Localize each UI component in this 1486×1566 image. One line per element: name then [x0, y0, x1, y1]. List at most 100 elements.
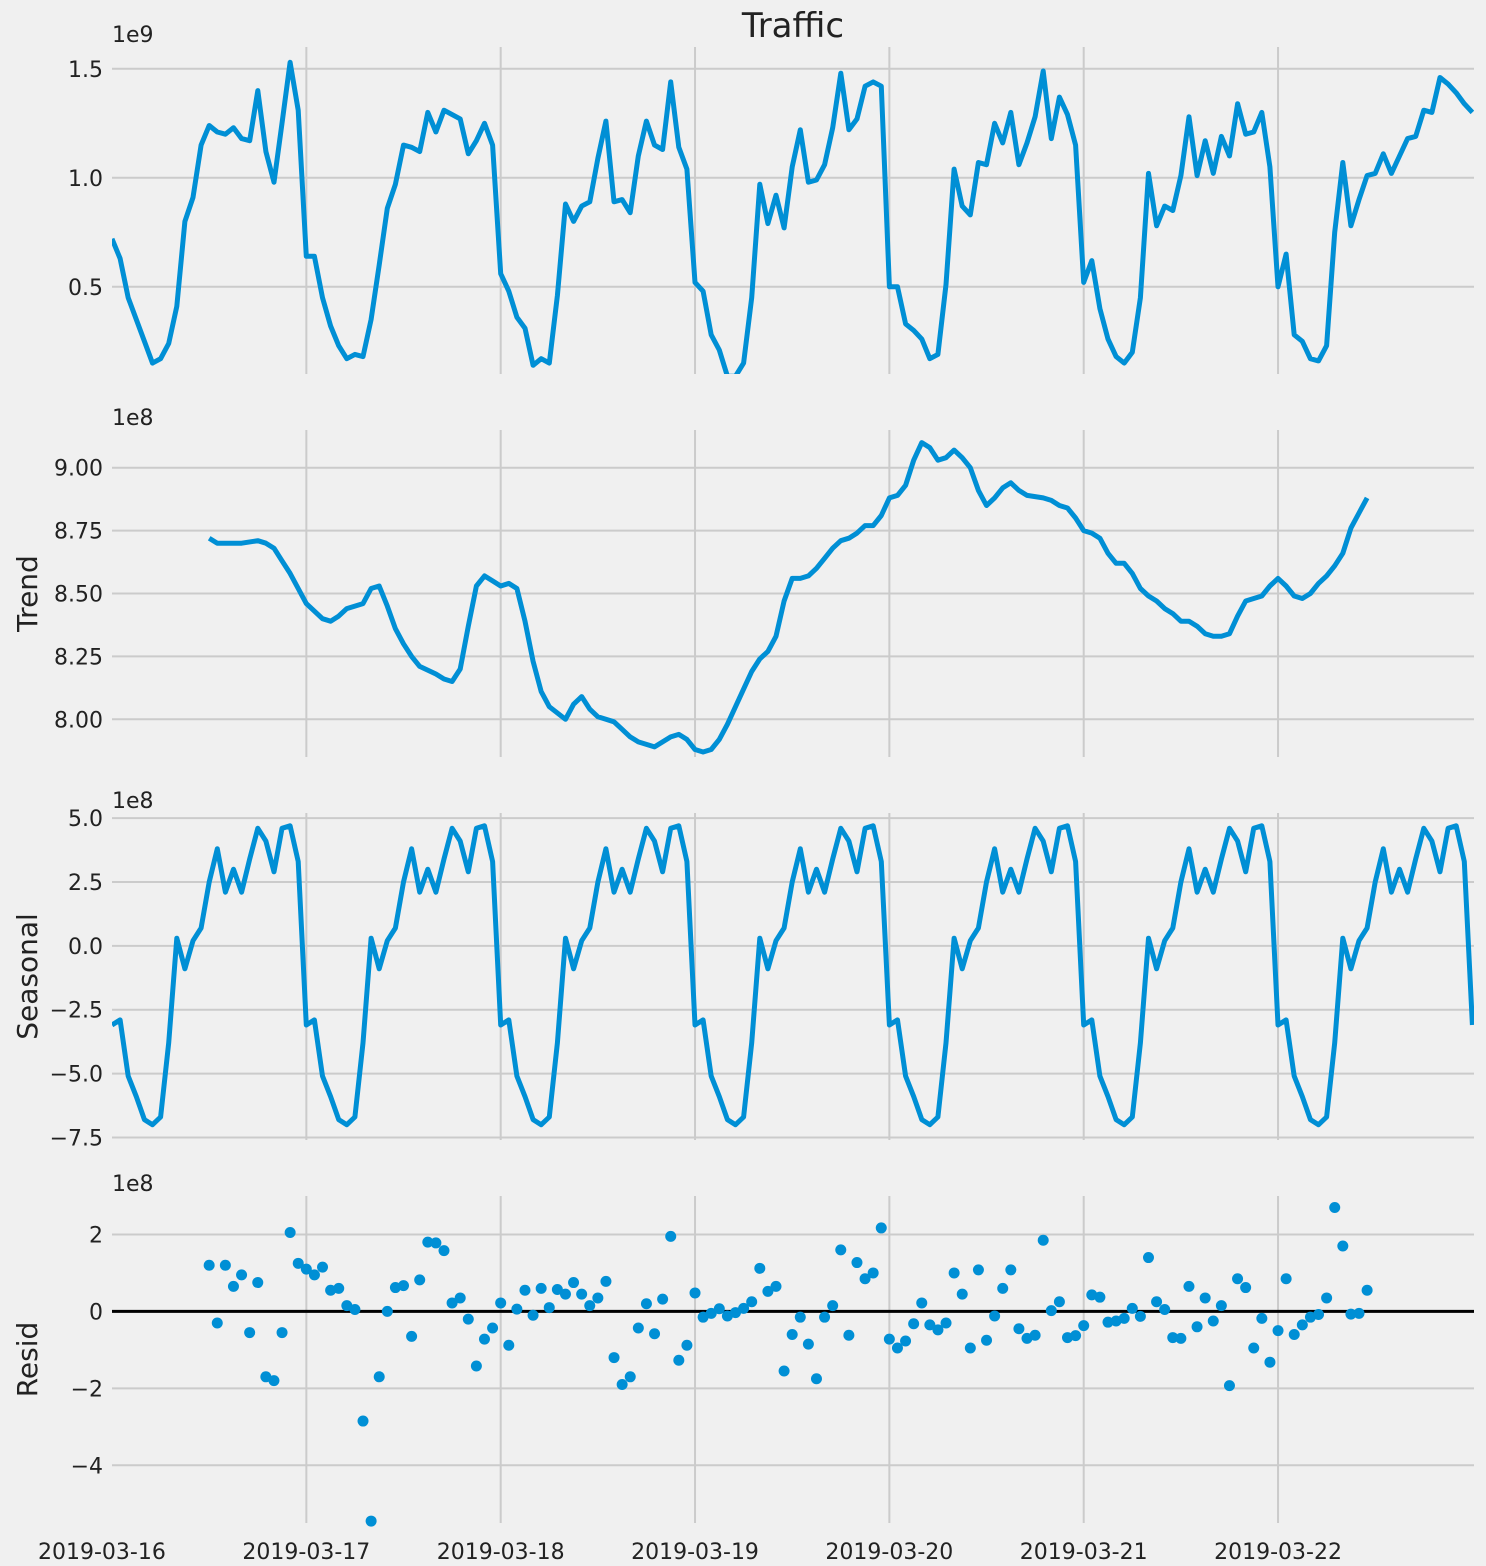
resid-point [333, 1282, 345, 1294]
resid-point [1029, 1329, 1041, 1341]
y-tick-label: 0.5 [68, 276, 103, 301]
resid-point [398, 1280, 410, 1292]
y-tick-label: 2 [89, 1223, 103, 1248]
resid-point [1053, 1296, 1065, 1308]
y-tick-label: 1.0 [68, 167, 103, 192]
resid-point [746, 1296, 758, 1308]
resid-point [357, 1415, 369, 1427]
resid-point [446, 1297, 458, 1309]
resid-point [665, 1230, 677, 1242]
resid-point [1134, 1310, 1146, 1322]
resid-point [1321, 1292, 1333, 1304]
resid-point [835, 1244, 847, 1256]
y-tick-label: 5.0 [68, 807, 103, 832]
y-tick-label: 8.50 [54, 583, 103, 608]
y-tick-label: 8.25 [54, 645, 103, 670]
resid-point [1126, 1302, 1138, 1314]
resid-point [244, 1327, 256, 1339]
resid-point [252, 1277, 264, 1289]
resid-point [349, 1303, 361, 1315]
resid-point [1361, 1284, 1373, 1296]
resid-point [559, 1288, 571, 1300]
resid-point [989, 1310, 1001, 1322]
resid-point [640, 1298, 652, 1310]
resid-point [422, 1236, 434, 1248]
resid-point [972, 1264, 984, 1276]
resid-point [543, 1302, 555, 1314]
resid-point [236, 1269, 248, 1281]
resid-point [916, 1297, 928, 1309]
resid-point [535, 1282, 547, 1294]
y-tick-label: −7.5 [50, 1126, 103, 1151]
resid-point [1183, 1280, 1195, 1292]
x-tick-label: 2019-03-21 [1020, 1540, 1148, 1565]
resid-point [1207, 1315, 1219, 1327]
resid-point [1232, 1273, 1244, 1285]
resid-point [883, 1333, 895, 1345]
resid-point [1256, 1312, 1268, 1324]
resid-point [1296, 1319, 1308, 1331]
resid-point [1240, 1282, 1252, 1294]
resid-point [406, 1330, 418, 1342]
resid-point [794, 1311, 806, 1323]
resid-point [689, 1287, 701, 1299]
offset-text: 1e8 [112, 789, 154, 814]
resid-point [616, 1379, 628, 1391]
resid-point [1199, 1292, 1211, 1304]
x-tick-label: 2019-03-20 [825, 1540, 953, 1565]
resid-point [414, 1274, 426, 1286]
resid-point [778, 1365, 790, 1377]
resid-point [997, 1282, 1009, 1294]
series-line-trend [207, 440, 1370, 755]
resid-point [705, 1307, 717, 1319]
resid-point [948, 1267, 960, 1279]
resid-point [551, 1283, 563, 1295]
resid-point [802, 1338, 814, 1350]
resid-point [649, 1328, 661, 1340]
resid-point [754, 1262, 766, 1274]
resid-point [1013, 1323, 1025, 1335]
resid-point [786, 1328, 798, 1340]
resid-point [1094, 1291, 1106, 1303]
resid-point [511, 1303, 523, 1315]
resid-point [284, 1227, 296, 1239]
y-axis-label: Trend [11, 555, 44, 633]
y-tick-label: 8.75 [54, 520, 103, 545]
resid-point [592, 1292, 604, 1304]
resid-point [373, 1371, 385, 1383]
y-tick-label: 2.5 [68, 871, 103, 896]
resid-point [1264, 1356, 1276, 1368]
resid-point [843, 1329, 855, 1341]
resid-point [1159, 1303, 1171, 1315]
resid-point [1070, 1330, 1082, 1342]
y-axis-label: Resid [11, 1322, 44, 1398]
resid-point [1353, 1307, 1365, 1319]
y-tick-label: 9.00 [54, 457, 103, 482]
panels: 0.5 1.0 1.5 1e9 8.00 8.25 8.50 8.75 9.00 1e8 Trend… [11, 23, 1474, 1565]
resid-point [1223, 1380, 1235, 1392]
x-tick-label: 2019-03-18 [437, 1540, 565, 1565]
y-tick-label: 1.5 [68, 58, 103, 83]
resid-point [770, 1280, 782, 1292]
x-tick-label: 2019-03-19 [631, 1540, 759, 1565]
resid-point [1045, 1305, 1057, 1317]
resid-point [503, 1339, 515, 1351]
x-tick-label: 2019-03-17 [242, 1540, 370, 1565]
x-tick-label: 2019-03-16 [38, 1540, 166, 1565]
panel-resid: −4 −2 0 2 1e8 Resid [11, 1172, 1474, 1527]
panel-seasonal: −7.5 −5.0 −2.5 0.0 2.5 5.0 1e8 Seasonal [11, 789, 1474, 1151]
resid-point [924, 1319, 936, 1331]
resid-point [1280, 1273, 1292, 1285]
y-tick-label: −2.5 [50, 999, 103, 1024]
resid-point [219, 1259, 231, 1271]
resid-point [487, 1322, 499, 1334]
resid-point [859, 1273, 871, 1285]
resid-point [940, 1317, 952, 1329]
resid-point [430, 1237, 442, 1249]
y-tick-label: 0.0 [68, 935, 103, 960]
y-axis-label: Seasonal [11, 913, 44, 1040]
resid-point [851, 1257, 863, 1269]
resid-point [584, 1300, 596, 1312]
resid-point [632, 1322, 644, 1334]
